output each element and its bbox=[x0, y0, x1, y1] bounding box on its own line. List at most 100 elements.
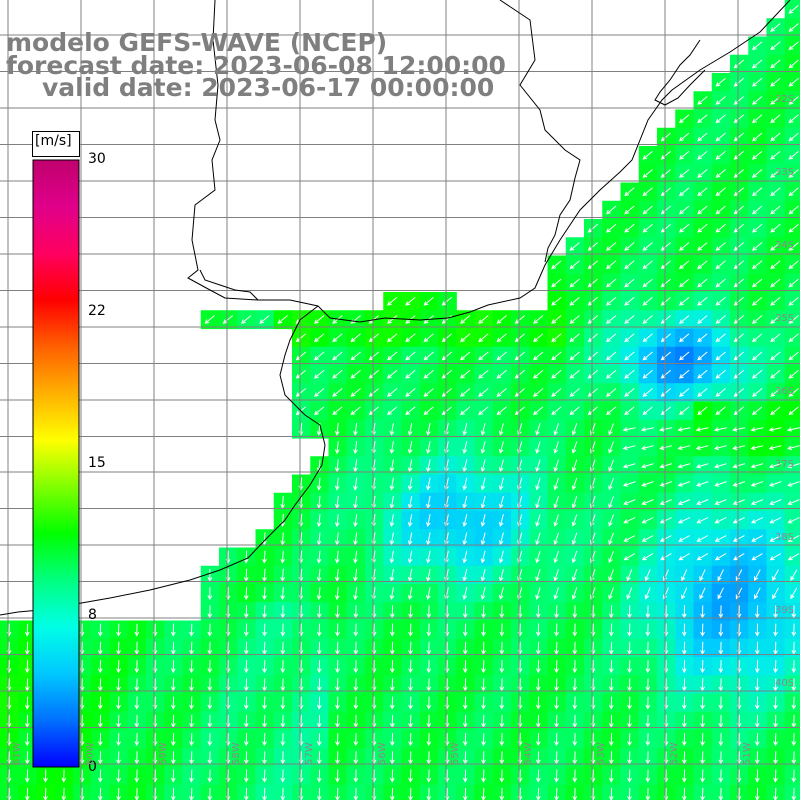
wind-arrow bbox=[389, 459, 395, 473]
wind-arrow bbox=[170, 769, 176, 783]
wind-arrow bbox=[718, 678, 724, 692]
wind-arrow bbox=[733, 169, 745, 178]
wind-arrow bbox=[499, 751, 505, 765]
wind-arrow bbox=[788, 242, 799, 251]
wind-arrow bbox=[754, 623, 760, 637]
wind-cell bbox=[784, 346, 800, 366]
wind-arrow bbox=[535, 696, 541, 710]
wind-arrow bbox=[204, 315, 215, 324]
wind-arrow bbox=[715, 96, 726, 105]
wind-arrow bbox=[770, 333, 781, 343]
wind-arrow bbox=[316, 678, 322, 692]
wind-arrow bbox=[752, 187, 763, 197]
wind-arrow bbox=[572, 678, 578, 692]
wind-arrow bbox=[697, 315, 708, 324]
wind-arrow bbox=[533, 315, 544, 324]
wind-arrow bbox=[750, 517, 764, 524]
wind-arrow bbox=[551, 296, 562, 306]
wind-arrow bbox=[733, 260, 745, 270]
wind-arrow bbox=[480, 532, 486, 546]
wind-arrow bbox=[700, 641, 705, 655]
wind-arrow bbox=[700, 660, 705, 674]
wind-arrow bbox=[788, 96, 799, 105]
wind-arrow bbox=[332, 388, 343, 397]
wind-arrow bbox=[243, 550, 249, 564]
wind-arrow bbox=[353, 550, 358, 564]
wind-arrow bbox=[770, 223, 781, 233]
wind-arrow bbox=[677, 445, 691, 451]
wind-arrow bbox=[332, 369, 343, 379]
wind-cell bbox=[784, 200, 800, 220]
wind-arrow bbox=[387, 315, 398, 324]
wind-arrow bbox=[770, 187, 781, 197]
wind-arrow bbox=[624, 205, 635, 215]
wind-arrow bbox=[697, 278, 708, 288]
wind-arrow bbox=[481, 769, 486, 783]
wind-arrow bbox=[441, 351, 453, 361]
wind-arrow bbox=[316, 660, 322, 674]
wind-arrow bbox=[754, 660, 760, 674]
wind-arrow bbox=[259, 315, 270, 324]
colorbar-unit: [m/s] bbox=[35, 133, 72, 149]
wind-arrow bbox=[791, 696, 797, 710]
wind-arrow bbox=[134, 769, 140, 783]
lon-label-52w: 52W bbox=[669, 742, 680, 765]
wind-arrow bbox=[389, 660, 395, 674]
wind-arrow bbox=[773, 641, 778, 655]
wind-cell bbox=[784, 54, 800, 74]
wind-arrow bbox=[750, 445, 764, 451]
wind-arrow bbox=[462, 733, 468, 747]
wind-arrow bbox=[243, 769, 249, 783]
wind-arrow bbox=[660, 223, 672, 233]
wind-arrow bbox=[262, 769, 267, 783]
wind-arrow bbox=[660, 351, 672, 361]
wind-arrow bbox=[554, 660, 559, 674]
wind-arrow bbox=[624, 278, 635, 288]
wind-arrow bbox=[314, 369, 325, 379]
wind-arrow bbox=[441, 315, 453, 324]
wind-arrow bbox=[641, 499, 654, 506]
wind-arrow bbox=[642, 187, 653, 197]
wind-arrow bbox=[696, 535, 709, 542]
wind-arrow bbox=[770, 77, 781, 87]
wind-arrow bbox=[334, 514, 340, 528]
wind-arrow bbox=[353, 623, 359, 637]
wind-arrow bbox=[407, 459, 413, 473]
wind-arrow bbox=[608, 714, 614, 728]
wind-arrow bbox=[189, 769, 194, 783]
wind-arrow bbox=[679, 169, 690, 178]
wind-arrow bbox=[587, 369, 599, 379]
lat-label-40s: 40S bbox=[775, 678, 795, 689]
wind-arrow bbox=[700, 678, 705, 692]
wind-arrow bbox=[645, 714, 651, 728]
wind-arrow bbox=[426, 660, 432, 674]
wind-arrow bbox=[353, 678, 359, 692]
wind-arrow bbox=[462, 714, 468, 728]
wind-arrow bbox=[571, 477, 578, 491]
wind-arrow bbox=[170, 660, 176, 674]
wind-arrow bbox=[481, 751, 486, 765]
wind-arrow bbox=[499, 733, 505, 747]
wind-arrow bbox=[733, 205, 745, 215]
wind-arrow bbox=[681, 733, 687, 747]
wind-arrow bbox=[659, 481, 672, 487]
wind-arrow bbox=[535, 769, 541, 783]
wind-arrow bbox=[316, 641, 322, 655]
wind-arrow bbox=[496, 388, 507, 397]
wind-arrow bbox=[335, 714, 340, 728]
wind-arrow bbox=[97, 769, 103, 783]
wind-cell bbox=[784, 766, 800, 786]
wind-arrow bbox=[752, 260, 763, 270]
wind-arrow bbox=[679, 242, 690, 251]
wind-arrow bbox=[790, 569, 798, 582]
wind-arrow bbox=[715, 223, 726, 233]
wind-arrow bbox=[715, 187, 726, 197]
wind-arrow bbox=[659, 499, 672, 506]
wind-arrow bbox=[334, 532, 340, 546]
wind-arrow bbox=[752, 296, 763, 306]
wind-arrow bbox=[606, 278, 617, 288]
wind-arrow bbox=[718, 714, 724, 728]
wind-arrow bbox=[735, 569, 743, 582]
wind-cell bbox=[784, 784, 800, 800]
wind-arrow bbox=[645, 733, 651, 747]
